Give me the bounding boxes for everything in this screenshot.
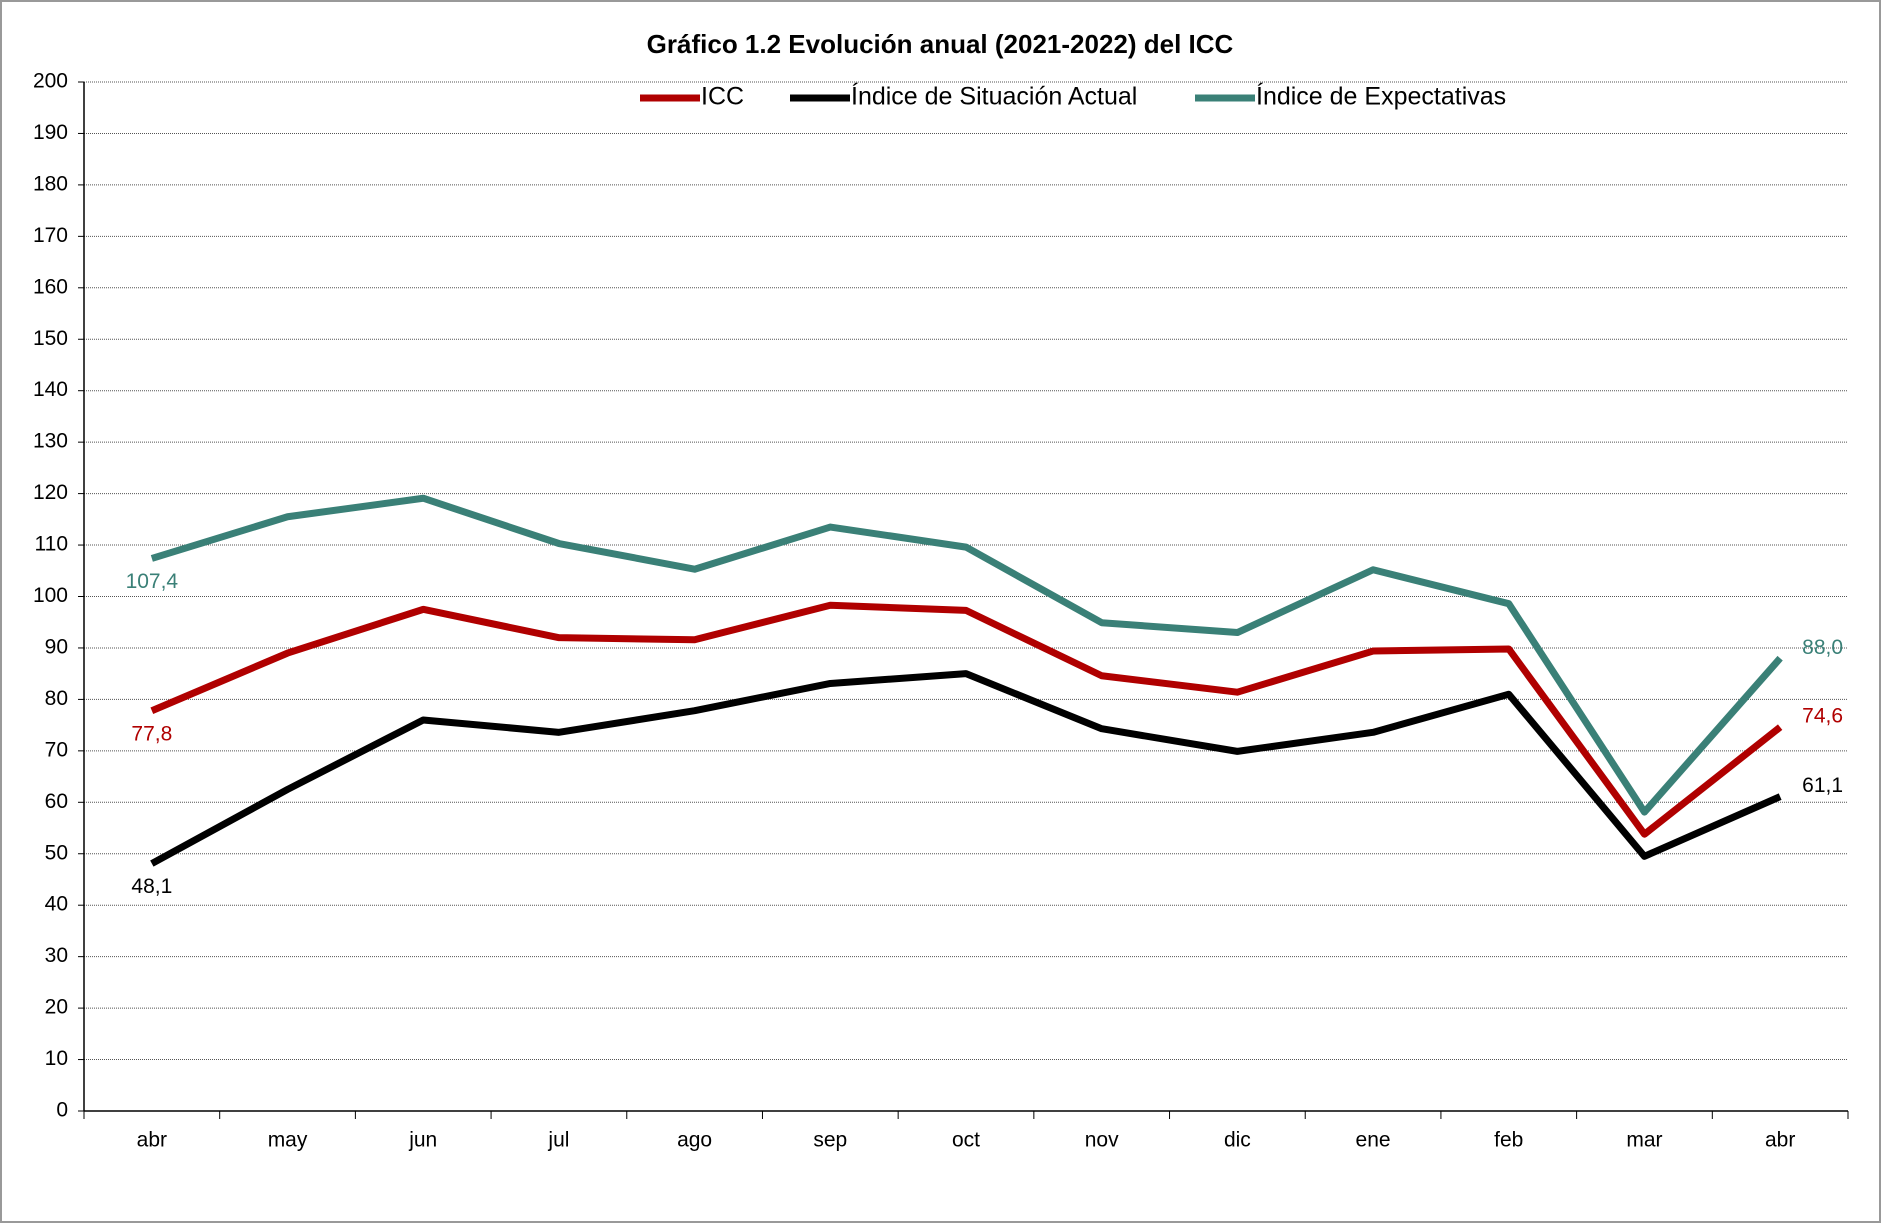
y-tick-label: 120: [33, 481, 68, 504]
x-tick-label: may: [268, 1129, 308, 1152]
x-tick-label: abr: [1765, 1129, 1795, 1152]
value-label: 77,8: [131, 722, 172, 745]
y-tick-label: 150: [33, 327, 68, 350]
series-line: [150, 601, 1783, 838]
y-tick-label: 30: [45, 944, 68, 967]
x-tick-label: abr: [137, 1129, 167, 1152]
x-tick-label: nov: [1085, 1129, 1119, 1152]
x-tick-label: dic: [1224, 1129, 1251, 1152]
series-line: [150, 670, 1782, 867]
y-tick-label: 170: [33, 224, 68, 247]
y-tick-label: 50: [45, 841, 68, 864]
y-tick-label: 90: [45, 635, 68, 658]
y-tick-label: 140: [33, 378, 68, 401]
x-tick-label: feb: [1494, 1129, 1523, 1152]
x-tick-label: sep: [813, 1129, 847, 1152]
x-tick-label: ene: [1356, 1129, 1391, 1152]
value-label: 88,0: [1802, 636, 1843, 659]
legend-label: ICC: [701, 83, 744, 111]
y-tick-label: 100: [33, 584, 68, 607]
legend-label: Índice de Situación Actual: [851, 82, 1137, 111]
x-tick-label: oct: [952, 1129, 980, 1152]
y-tick-label: 0: [56, 1099, 68, 1122]
value-label: 74,6: [1802, 705, 1843, 728]
y-tick-label: 180: [33, 172, 68, 195]
y-tick-label: 20: [45, 996, 68, 1019]
value-label: 61,1: [1802, 774, 1843, 797]
y-tick-label: 80: [45, 687, 68, 710]
chart-title: Gráfico 1.2 Evolución anual (2021-2022) …: [647, 29, 1234, 59]
y-tick-label: 60: [45, 790, 68, 813]
y-tick-label: 70: [45, 738, 68, 761]
x-tick-label: jun: [408, 1129, 437, 1152]
y-tick-label: 200: [33, 70, 68, 93]
y-tick-label: 40: [45, 893, 68, 916]
y-tick-label: 160: [33, 275, 68, 298]
y-tick-label: 10: [45, 1047, 68, 1070]
x-tick-label: ago: [677, 1129, 712, 1152]
y-tick-label: 190: [33, 121, 68, 144]
x-tick-label: jul: [547, 1129, 569, 1152]
legend-label: Índice de Expectativas: [1256, 82, 1506, 111]
y-tick-label: 110: [35, 533, 68, 556]
value-label: 107,4: [126, 570, 179, 593]
y-tick-label: 130: [33, 430, 68, 453]
x-tick-label: mar: [1626, 1129, 1662, 1152]
series-line: [150, 494, 1783, 816]
value-label: 48,1: [131, 875, 172, 898]
